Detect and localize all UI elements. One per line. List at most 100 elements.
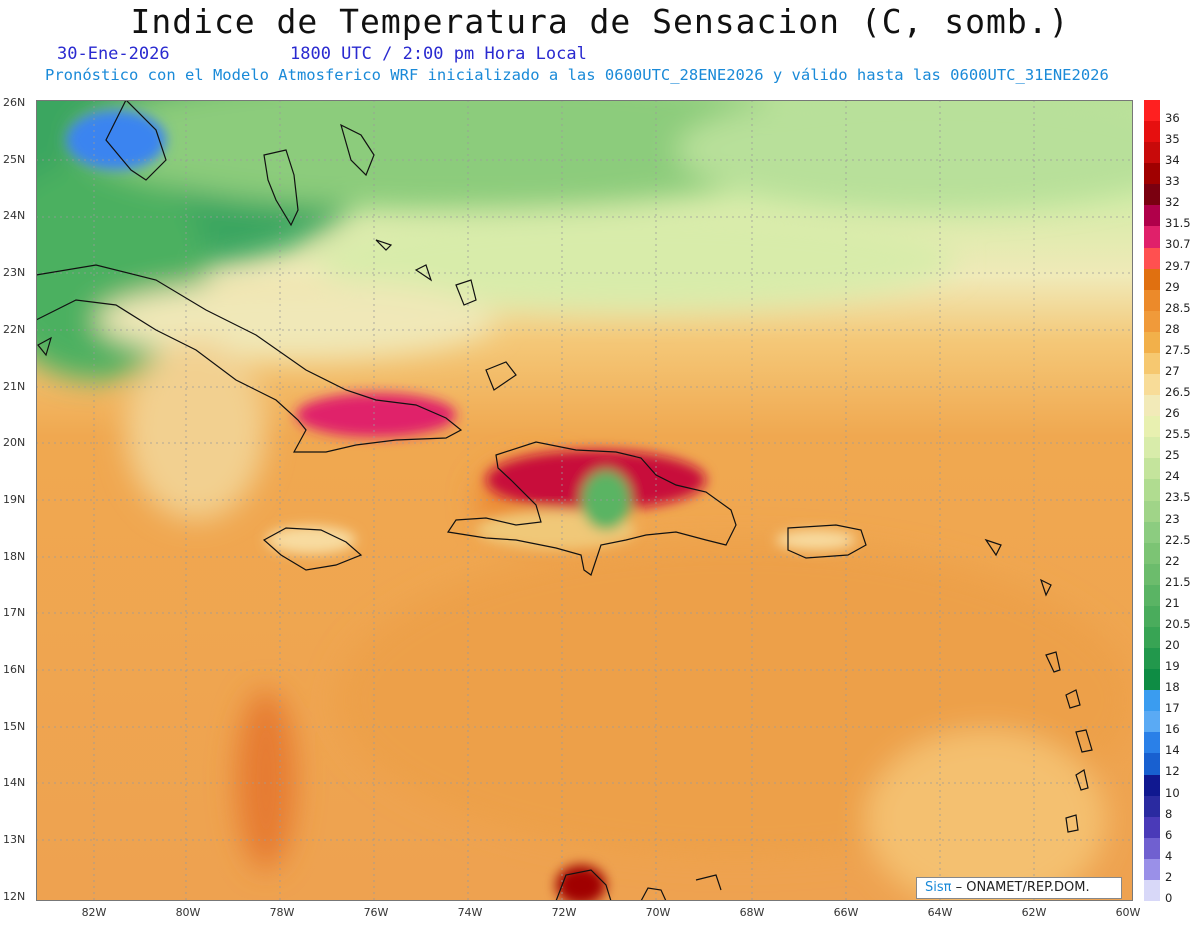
lat-label: 26N	[3, 96, 26, 109]
legend-label: 25.5	[1165, 427, 1191, 442]
legend-label: 22.5	[1165, 532, 1191, 547]
legend-swatch	[1144, 247, 1160, 270]
legend-swatch	[1144, 626, 1160, 649]
legend-swatch	[1144, 416, 1160, 438]
forecast-time: 1800 UTC / 2:00 pm Hora Local	[290, 44, 587, 64]
legend-label: 28.5	[1165, 300, 1191, 315]
lat-label: 25N	[3, 152, 26, 166]
legend-swatch	[1144, 395, 1160, 417]
legend-label: 25	[1165, 448, 1180, 463]
legend-swatch	[1144, 205, 1160, 227]
lon-label: 68W	[739, 906, 765, 919]
legend-label: 19	[1165, 659, 1180, 674]
legend-label: 12	[1165, 764, 1180, 779]
legend-label: 23	[1165, 511, 1180, 526]
legend-swatch	[1144, 584, 1160, 607]
legend-label: 18	[1165, 680, 1180, 695]
legend-label: 35	[1165, 132, 1180, 147]
legend-label: 27.5	[1165, 342, 1191, 357]
lat-label: 14N	[3, 776, 26, 790]
lat-label: 17N	[3, 606, 26, 620]
legend-swatch	[1144, 669, 1160, 691]
lon-label: 72W	[551, 906, 577, 919]
credit-badge: Sisπ – ONAMET/REP.DOM.	[916, 877, 1122, 899]
legend-label: 24	[1165, 469, 1180, 484]
legend-swatch	[1144, 837, 1160, 860]
legend-label: 31.5	[1165, 216, 1191, 231]
lon-label: 60W	[1115, 906, 1141, 919]
legend-label: 34	[1165, 153, 1180, 168]
legend-swatch	[1144, 500, 1160, 523]
lon-label: 62W	[1021, 906, 1047, 919]
lat-label: 13N	[3, 833, 26, 847]
legend-swatch	[1144, 858, 1160, 881]
legend-label: 16	[1165, 722, 1180, 737]
legend-swatch	[1144, 226, 1160, 249]
lat-label: 19N	[3, 492, 26, 506]
legend-swatch	[1144, 521, 1160, 544]
legend-swatch	[1144, 563, 1160, 586]
legend-swatch	[1144, 268, 1160, 291]
legend-swatch	[1144, 184, 1160, 206]
legend-swatch	[1144, 163, 1160, 185]
lon-label: 74W	[457, 906, 483, 919]
legend-label: 26	[1165, 406, 1180, 421]
legend-swatch	[1144, 732, 1160, 754]
coastlines	[36, 100, 1093, 901]
lon-label: 70W	[645, 906, 671, 919]
forecast-date: 30-Ene-2026	[57, 44, 170, 64]
legend-label: 8	[1165, 806, 1173, 821]
legend-swatch	[1144, 310, 1160, 333]
legend-label: 20.5	[1165, 616, 1191, 631]
legend-swatch	[1144, 479, 1160, 501]
legend-swatch	[1144, 648, 1160, 670]
map-title: Indice de Temperatura de Sensacion (C, s…	[130, 2, 1070, 41]
legend-label: 21.5	[1165, 574, 1191, 589]
legend-swatch	[1144, 289, 1160, 312]
credit-text: – ONAMET/REP.DOM.	[951, 880, 1090, 895]
legend-label: 10	[1165, 785, 1180, 800]
lat-label: 18N	[3, 549, 26, 563]
legend-swatch	[1144, 753, 1160, 776]
legend-swatch	[1144, 100, 1160, 122]
legend-swatch	[1144, 542, 1160, 565]
lat-label: 22N	[3, 322, 26, 336]
lon-label: 78W	[269, 906, 295, 919]
lon-label: 64W	[927, 906, 953, 919]
legend-label: 2	[1165, 869, 1173, 884]
legend-label: 23.5	[1165, 490, 1191, 505]
lat-label: 16N	[3, 663, 26, 676]
lon-label: 82W	[81, 906, 107, 919]
lon-label: 66W	[833, 906, 859, 919]
legend-swatch	[1144, 142, 1160, 164]
legend-swatch	[1144, 605, 1160, 628]
brand-logo: Sisπ	[925, 880, 952, 895]
legend-swatch	[1144, 690, 1160, 712]
legend-swatch	[1144, 774, 1160, 797]
legend-swatch	[1144, 331, 1160, 354]
lon-label: 80W	[175, 906, 201, 919]
color-legend	[1144, 100, 1160, 902]
legend-label: 33	[1165, 174, 1180, 189]
legend-label: 27	[1165, 363, 1180, 378]
legend-label: 29.7	[1165, 258, 1191, 273]
legend-label: 0	[1165, 890, 1173, 905]
legend-swatch	[1144, 711, 1160, 733]
legend-label: 17	[1165, 701, 1180, 716]
lat-label: 23N	[3, 266, 26, 280]
legend-label: 6	[1165, 827, 1173, 842]
legend-swatch	[1144, 879, 1160, 902]
legend-swatch	[1144, 816, 1160, 839]
legend-label: 29	[1165, 279, 1180, 294]
legend-label: 32	[1165, 195, 1180, 210]
legend-label: 28	[1165, 321, 1180, 336]
legend-swatch	[1144, 437, 1160, 459]
legend-label: 4	[1165, 848, 1173, 863]
lat-label: 15N	[3, 719, 26, 733]
lat-label: 21N	[3, 379, 26, 393]
legend-swatch	[1144, 795, 1160, 818]
legend-label: 20	[1165, 637, 1180, 652]
lon-label: 76W	[363, 906, 389, 919]
heat-index-map	[36, 100, 1133, 901]
legend-label: 26.5	[1165, 385, 1191, 400]
